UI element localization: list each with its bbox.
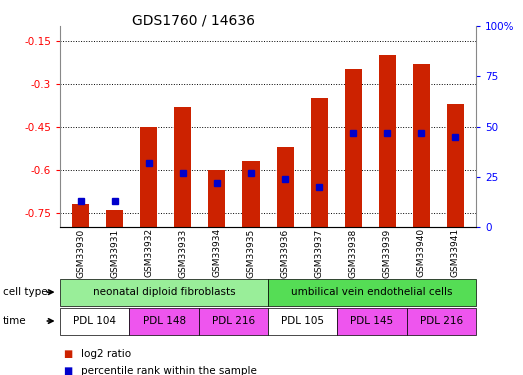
- Bar: [106, 210, 123, 227]
- Bar: [277, 147, 293, 227]
- Text: neonatal diploid fibroblasts: neonatal diploid fibroblasts: [93, 287, 235, 297]
- Text: time: time: [3, 316, 26, 326]
- Text: cell type: cell type: [3, 287, 47, 297]
- Text: PDL 105: PDL 105: [281, 316, 324, 326]
- Text: PDL 145: PDL 145: [350, 316, 393, 326]
- Bar: [311, 98, 328, 227]
- Bar: [447, 104, 464, 227]
- Text: ■: ■: [63, 350, 72, 359]
- Text: log2 ratio: log2 ratio: [81, 350, 131, 359]
- Text: PDL 104: PDL 104: [73, 316, 116, 326]
- Bar: [174, 106, 191, 227]
- Bar: [413, 63, 430, 227]
- Bar: [345, 69, 362, 227]
- Text: PDL 216: PDL 216: [212, 316, 255, 326]
- Text: PDL 148: PDL 148: [143, 316, 186, 326]
- Text: ■: ■: [63, 366, 72, 375]
- Text: GDS1760 / 14636: GDS1760 / 14636: [132, 13, 255, 27]
- Bar: [243, 161, 259, 227]
- Bar: [72, 204, 89, 227]
- Text: percentile rank within the sample: percentile rank within the sample: [81, 366, 257, 375]
- Bar: [208, 170, 225, 227]
- Bar: [379, 55, 396, 227]
- Text: umbilical vein endothelial cells: umbilical vein endothelial cells: [291, 287, 453, 297]
- Text: PDL 216: PDL 216: [420, 316, 463, 326]
- Bar: [140, 127, 157, 227]
